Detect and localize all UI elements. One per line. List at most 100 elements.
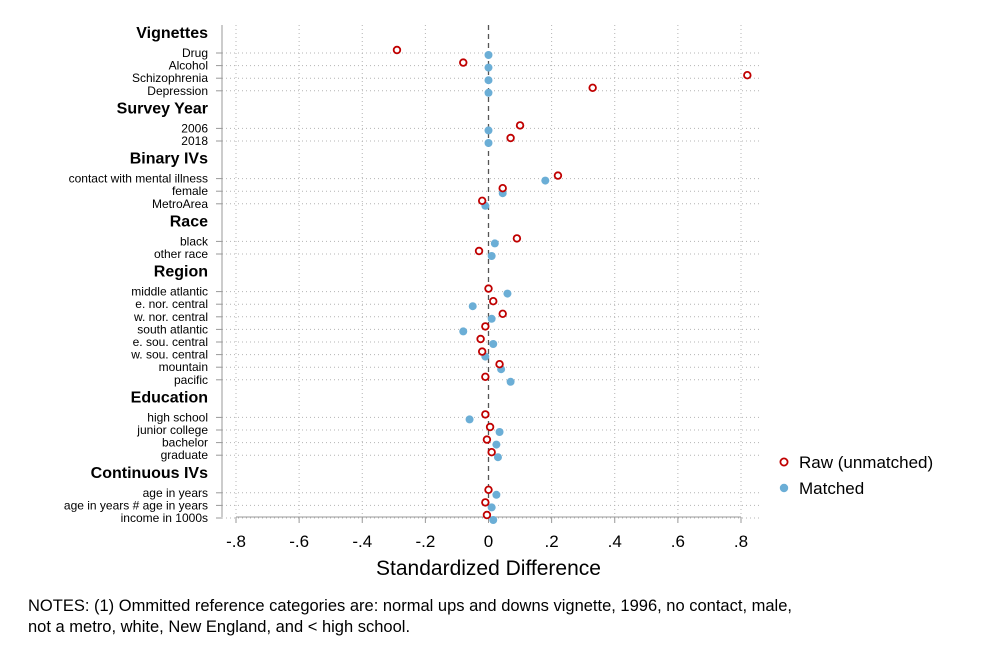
legend-raw-label: Raw (unmatched)	[799, 453, 933, 472]
raw-point	[489, 297, 498, 306]
matched-point	[503, 289, 512, 298]
raw-point	[476, 334, 485, 344]
raw-point	[482, 435, 492, 444]
raw-point	[485, 422, 495, 432]
matched-point	[492, 440, 501, 449]
raw-point	[477, 196, 487, 205]
row-label: high school	[147, 410, 208, 424]
row-label: MetroArea	[152, 197, 208, 211]
matched-point	[487, 314, 496, 323]
matched-point	[492, 490, 501, 499]
matched-point	[489, 340, 498, 348]
raw-point	[553, 171, 563, 180]
row-label: age in years	[143, 486, 208, 500]
row-label: w. sou. central	[130, 348, 208, 362]
axis-layer: -.8 -.6 -.4 -.2 0 .2 .4 .6 .8 Standardized Differ…	[221, 25, 748, 580]
raw-point	[482, 510, 492, 520]
raw-point	[743, 70, 752, 80]
row-label: age in years # age in years	[64, 498, 208, 512]
matched-point	[484, 51, 493, 59]
raw-point	[484, 284, 493, 293]
chart-notes: NOTES: (1) Ommitted reference categories…	[28, 596, 928, 638]
raw-point	[498, 183, 507, 193]
row-label: Depression	[147, 84, 208, 98]
row-label: south atlantic	[137, 322, 208, 336]
matched-point	[506, 377, 515, 386]
raw-point	[588, 83, 597, 92]
row-label: mountain	[159, 360, 208, 374]
row-label: Schizophrenia	[132, 71, 208, 85]
x-axis-title: Standardized Difference	[376, 557, 601, 580]
row-label: 2006	[181, 121, 208, 135]
matched-point	[484, 76, 493, 85]
raw-point	[498, 309, 507, 318]
raw-point	[459, 58, 468, 67]
matched-point	[459, 327, 468, 336]
raw-point	[481, 498, 490, 507]
raw-point	[515, 121, 525, 130]
group-header: Education	[131, 389, 208, 406]
matched-point	[487, 503, 496, 512]
row-label: contact with mental illness	[69, 172, 208, 186]
row-label: Alcohol	[169, 59, 208, 73]
matched-point	[487, 252, 496, 260]
row-label: bachelor	[162, 436, 208, 450]
row-label: income in 1000s	[121, 511, 208, 525]
matched-point	[489, 516, 498, 524]
raw-point	[392, 45, 402, 55]
x-tick-label: .6	[671, 532, 685, 551]
matched-point	[495, 428, 504, 436]
group-header: Vignettes	[136, 25, 208, 42]
raw-point	[512, 234, 522, 243]
row-label: e. sou. central	[133, 335, 208, 349]
row-label: e. nor. central	[135, 297, 208, 311]
matched-point	[484, 139, 493, 147]
row-label: Drug	[182, 46, 208, 60]
row-label: junior college	[136, 423, 208, 437]
x-tick-label: .2	[545, 532, 559, 551]
legend: Raw (unmatched) Matched	[779, 453, 933, 498]
matched-point	[484, 63, 493, 72]
legend-matched-label: Matched	[799, 479, 864, 498]
group-header: Survey Year	[117, 100, 208, 117]
x-tick-label: .8	[734, 532, 748, 551]
raw-point	[481, 322, 490, 331]
group-header: Race	[170, 213, 208, 230]
group-header: Binary IVs	[130, 151, 208, 168]
grid-layer	[222, 25, 760, 519]
raw-point	[487, 448, 496, 457]
x-tick-label: 0	[484, 532, 493, 551]
raw-point	[495, 360, 504, 369]
notes-line-1: NOTES: (1) Ommitted reference categories…	[28, 597, 792, 615]
x-tick-label: .4	[608, 532, 622, 551]
x-tick-label: -.4	[352, 532, 372, 551]
matched-point	[468, 302, 477, 311]
group-header: Region	[154, 264, 208, 281]
legend-matched-marker	[779, 483, 789, 493]
matched-point	[541, 176, 550, 185]
matched-point	[484, 88, 493, 97]
matched-point	[484, 126, 493, 135]
balance-chart: -.8 -.6 -.4 -.2 0 .2 .4 .6 .8 Standardized Differ…	[64, 25, 933, 580]
raw-point	[474, 246, 484, 256]
point-layer	[392, 45, 752, 524]
legend-raw-marker	[779, 457, 789, 467]
row-label: female	[172, 184, 208, 198]
matched-point	[493, 453, 502, 462]
row-label: w. nor. central	[133, 310, 208, 324]
row-label: graduate	[161, 448, 209, 462]
row-label: middle atlantic	[131, 285, 208, 299]
x-tick-label: -.6	[289, 532, 309, 551]
raw-point	[506, 133, 515, 143]
x-tick-label: -.8	[226, 532, 246, 551]
notes-line-2: not a metro, white, New England, and < h…	[28, 618, 411, 636]
row-label-layer: Vignettes Survey Year Binary IVs Race Region…	[64, 25, 222, 525]
row-label: other race	[154, 247, 208, 261]
x-tick-label: -.2	[415, 532, 435, 551]
raw-point	[484, 485, 493, 494]
matched-point	[465, 415, 474, 424]
raw-point	[481, 372, 490, 381]
row-label: pacific	[174, 373, 208, 387]
group-header: Continuous IVs	[91, 465, 208, 482]
raw-point	[477, 347, 487, 356]
